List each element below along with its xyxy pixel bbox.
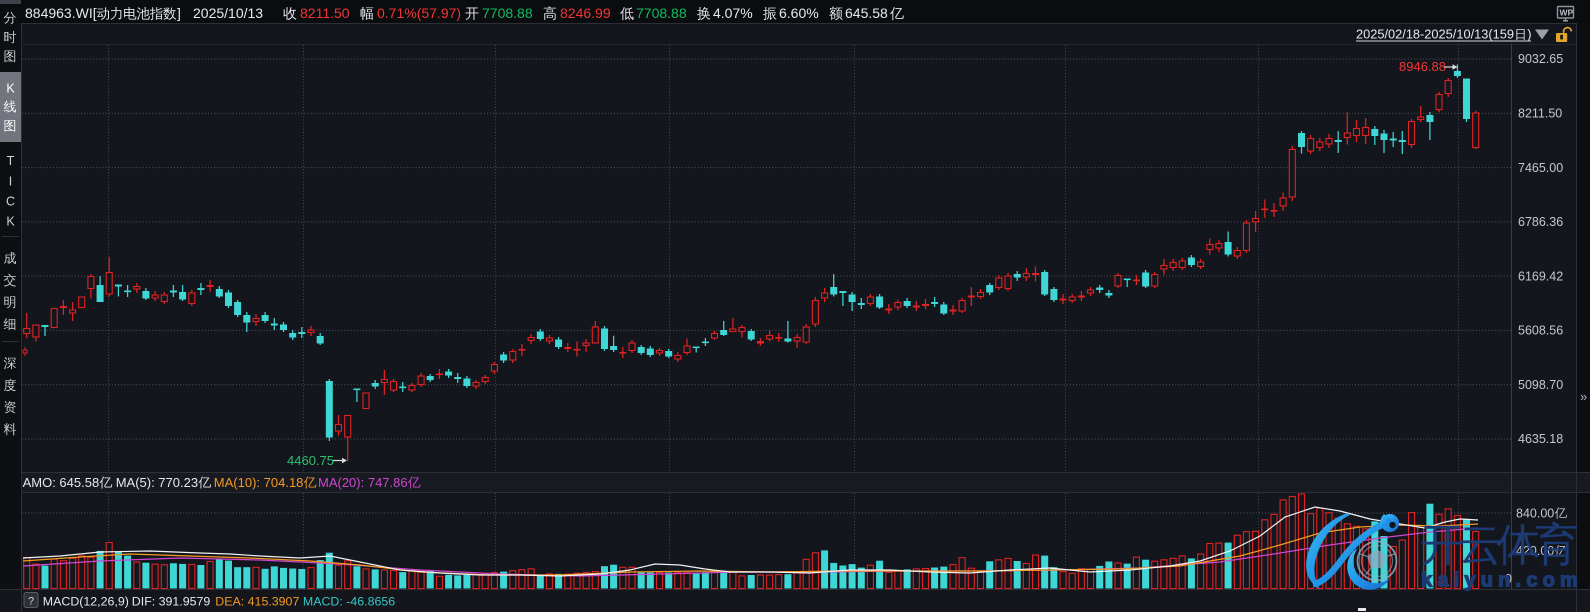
svg-text:I: I bbox=[9, 174, 12, 188]
svg-text:K: K bbox=[6, 214, 15, 228]
svg-text:MA(20): 747.86: MA(20): 747.86 bbox=[318, 475, 408, 490]
svg-text:840.00: 840.00 bbox=[1516, 506, 1554, 520]
svg-text:8211.50: 8211.50 bbox=[1518, 107, 1562, 121]
svg-text:MA(10): 704.18: MA(10): 704.18 bbox=[214, 475, 304, 490]
svg-text:T: T bbox=[7, 154, 15, 168]
svg-text:MA(5): 770.23: MA(5): 770.23 bbox=[116, 475, 198, 490]
svg-text:WP: WP bbox=[1560, 8, 1574, 18]
svg-text:?: ? bbox=[28, 596, 34, 608]
svg-text:645.58: 645.58 bbox=[845, 5, 888, 21]
svg-text:kaiyun.com: kaiyun.com bbox=[1421, 570, 1583, 592]
svg-text:9032.65: 9032.65 bbox=[1518, 52, 1563, 66]
svg-text:DEA: 415.3907: DEA: 415.3907 bbox=[215, 595, 299, 609]
svg-text:AMO: 645.58: AMO: 645.58 bbox=[23, 475, 100, 490]
svg-text:MACD: -46.8656: MACD: -46.8656 bbox=[303, 595, 395, 609]
svg-text:6169.42: 6169.42 bbox=[1518, 269, 1563, 283]
svg-text:2025/10/13: 2025/10/13 bbox=[193, 5, 263, 21]
svg-text:8211.50: 8211.50 bbox=[300, 5, 350, 21]
svg-text:6786.36: 6786.36 bbox=[1518, 215, 1563, 229]
svg-text:»: » bbox=[1580, 389, 1587, 404]
svg-text:2025/02/18-2025/10/13(159: 2025/02/18-2025/10/13(159 bbox=[1356, 27, 1514, 42]
svg-text:0.71%(57.97): 0.71%(57.97) bbox=[377, 5, 461, 21]
svg-text:884963.WI[: 884963.WI[ bbox=[25, 5, 97, 21]
svg-text:K: K bbox=[6, 82, 15, 96]
svg-text:8246.99: 8246.99 bbox=[560, 5, 611, 21]
svg-text:DIF: 391.9579: DIF: 391.9579 bbox=[132, 595, 211, 609]
svg-text:4635.18: 4635.18 bbox=[1518, 432, 1563, 446]
svg-text:8946.88: 8946.88 bbox=[1399, 59, 1446, 74]
svg-text:MACD(12,26,9): MACD(12,26,9) bbox=[43, 595, 129, 609]
svg-text:5098.70: 5098.70 bbox=[1518, 378, 1563, 392]
svg-text:): ) bbox=[1527, 27, 1531, 42]
svg-text:]: ] bbox=[177, 5, 181, 21]
svg-text:7708.88: 7708.88 bbox=[482, 5, 533, 21]
svg-text:C: C bbox=[6, 194, 15, 208]
svg-text:4.07%: 4.07% bbox=[713, 5, 753, 21]
svg-text:7465.00: 7465.00 bbox=[1518, 161, 1563, 175]
svg-text:7708.88: 7708.88 bbox=[636, 5, 687, 21]
svg-text:0: 0 bbox=[1505, 572, 1512, 586]
svg-text:4460.75: 4460.75 bbox=[287, 453, 334, 468]
svg-text:6.60%: 6.60% bbox=[779, 5, 819, 21]
svg-text:5608.56: 5608.56 bbox=[1518, 324, 1563, 338]
